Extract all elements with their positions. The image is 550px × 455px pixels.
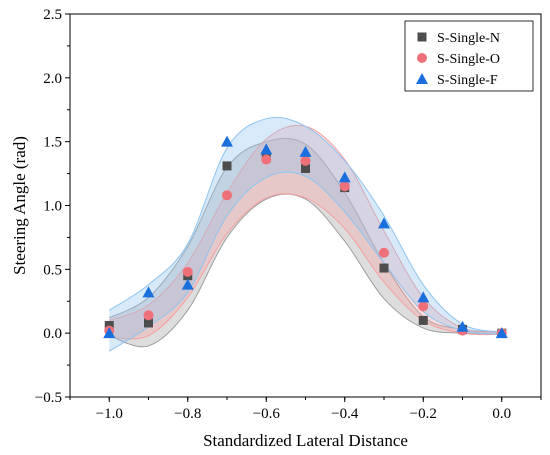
data-point-s-single-o [379,247,389,258]
tick-labels: −1.0 −0.8 −0.6 −0.4 −0.2 0.0 −0.5 0.0 0.5 1.0 1.5 2… [35,7,511,422]
data-point-s-single-f [417,291,430,303]
legend-label: S-Single-F [437,73,498,88]
y-tick-label: 2.0 [43,71,62,87]
data-point-s-single-f [456,320,469,332]
band-lower-edge-s-single-n [109,193,502,348]
x-axis-label: Standardized Lateral Distance [203,431,408,450]
y-tick-label: 1.5 [43,135,62,151]
data-point-s-single-o [339,181,350,192]
data-point-s-single-f [260,143,273,155]
data-point-s-single-n [104,321,114,331]
band-lower-edge-s-single-f [108,171,502,352]
confidence-band-s-single-o [109,125,502,339]
y-tick-label: −0.5 [35,390,62,406]
data-point-s-single-f [378,217,390,229]
legend: S-Single-N S-Single-O S-Single-F [404,20,534,92]
y-tick-label: 2.5 [43,7,62,23]
y-axis-label: Steering Angle (rad) [10,136,29,275]
legend-label: S-Single-O [437,52,500,67]
data-point-s-single-n [418,315,428,325]
data-point-s-single-n [222,161,232,171]
data-point-s-single-f [338,171,351,183]
band-lower-edge-s-single-o [109,193,502,340]
y-tick-label: 0.0 [43,326,62,342]
legend-label: S-Single-N [437,31,500,46]
x-tick-label: −0.8 [174,406,201,422]
data-point-s-single-o [222,190,232,201]
x-tick-label: −1.0 [96,406,123,422]
band-upper-edge-s-single-n [109,137,502,333]
data-point-s-single-f [221,135,233,147]
confidence-band-s-single-n [109,138,502,347]
data-point-s-single-o [300,155,311,166]
legend-marker-s-single-f [416,73,428,84]
data-point-s-single-o [418,301,429,312]
x-tick-label: −0.6 [253,406,281,422]
data-point-s-single-o [143,310,154,321]
legend-marker-s-single-o [417,53,427,63]
x-tick-label: −0.2 [410,406,437,422]
data-point-s-single-f [181,278,194,290]
x-tick-label: −0.4 [331,406,359,422]
x-tick-label: 0.0 [492,406,511,422]
legend-marker-s-single-n [417,32,427,42]
data-point-s-single-n [301,163,310,173]
data-point-s-single-n [379,263,389,273]
data-point-s-single-o [261,154,272,165]
y-tick-label: 1.0 [43,199,62,215]
data-point-s-single-n [144,318,153,328]
y-tick-label: 0.5 [43,262,62,278]
data-point-s-single-f [299,145,312,157]
band-upper-edge-s-single-f [108,116,502,333]
data-point-s-single-f [142,286,155,298]
data-points [103,135,508,339]
data-point-s-single-f [103,327,116,339]
data-point-s-single-o [182,266,193,277]
data-point-s-single-f [495,327,508,339]
plot-frame [69,13,542,398]
